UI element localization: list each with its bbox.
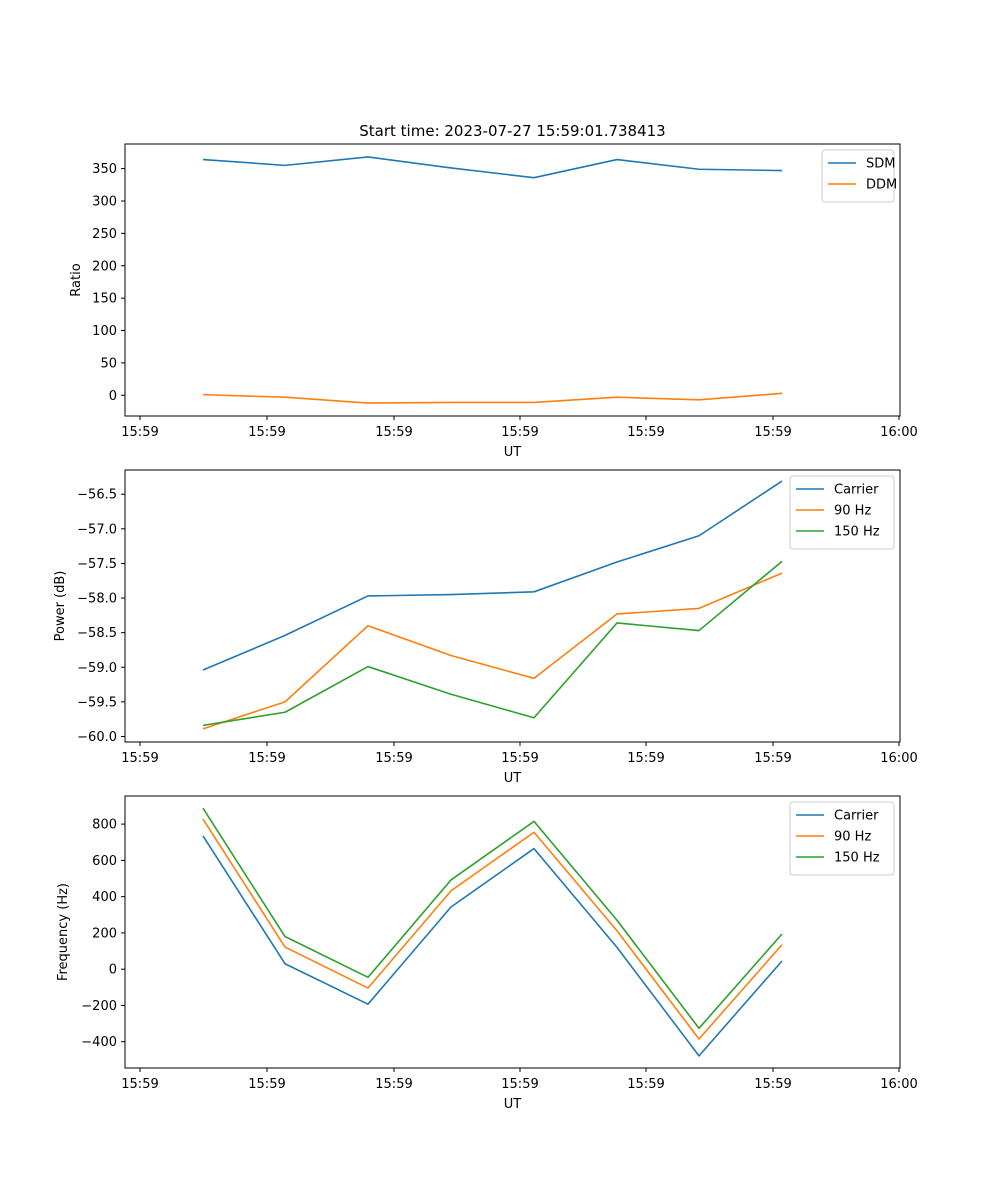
y-tick-label: −58.5: [77, 626, 117, 641]
x-tick-label: 15:59: [248, 425, 285, 440]
x-tick-label: 15:59: [627, 425, 664, 440]
legend-label: 90 Hz: [834, 504, 871, 519]
y-tick-label: −400: [81, 1035, 117, 1050]
y-tick-label: 100: [92, 324, 117, 339]
y-tick-label: 400: [92, 890, 117, 905]
x-tick-label: 15:59: [501, 751, 538, 766]
y-tick-label: 0: [109, 389, 117, 404]
legend-label: 90 Hz: [834, 830, 871, 845]
legend-label: Carrier: [834, 809, 879, 824]
y-tick-label: −57.0: [77, 522, 117, 537]
y-tick-label: 350: [92, 162, 117, 177]
x-tick-label: 16:00: [880, 751, 917, 766]
x-tick-label: 16:00: [880, 425, 917, 440]
y-tick-label: 0: [109, 963, 117, 978]
series-line-150-hz: [202, 560, 783, 727]
y-tick-label: −57.5: [77, 557, 117, 572]
x-tick-label: 15:59: [501, 425, 538, 440]
y-tick-label: −58.0: [77, 592, 117, 607]
legend: SDM DDM: [821, 149, 897, 203]
x-tick-label: 15:59: [121, 751, 158, 766]
y-axis-label: Power (dB): [53, 571, 68, 642]
x-axis-label: UT: [504, 445, 522, 460]
series-line-ddm: [202, 392, 783, 404]
y-tick-label: −60.0: [77, 730, 117, 745]
plot-area: [124, 143, 901, 417]
y-tick-label: 250: [92, 227, 117, 242]
x-tick-label: 15:59: [248, 751, 285, 766]
legend-label: Carrier: [834, 483, 879, 498]
legend-label: DDM: [866, 178, 897, 193]
y-tick-label: 200: [92, 926, 117, 941]
x-tick-label: 15:59: [121, 1077, 158, 1092]
x-axis-label: UT: [504, 771, 522, 786]
y-tick-label: 600: [92, 854, 117, 869]
panel-2: 15:59 15:59 15:59 15:59 15:59 15:59 16:00 UT −56…: [53, 469, 918, 786]
series-line-90-hz: [202, 572, 783, 730]
x-tick-label: 15:59: [501, 1077, 538, 1092]
x-tick-label: 15:59: [121, 425, 158, 440]
y-tick-label: 800: [92, 818, 117, 833]
series-line-sdm: [202, 156, 783, 179]
y-tick-label: −59.0: [77, 661, 117, 676]
x-tick-label: 15:59: [754, 751, 791, 766]
x-tick-label: 15:59: [248, 1077, 285, 1092]
y-axis-label: Frequency (Hz): [56, 883, 71, 981]
x-tick-label: 16:00: [880, 1077, 917, 1092]
series-line-150-hz: [202, 807, 783, 1030]
x-tick-label: 15:59: [627, 751, 664, 766]
y-tick-label: −59.5: [77, 695, 117, 710]
panel-1: 15:59 15:59 15:59 15:59 15:59 15:59 16:00 UT 350…: [69, 143, 918, 460]
series-line-carrier: [202, 835, 783, 1057]
panel-3: 15:59 15:59 15:59 15:59 15:59 15:59 16:00 UT 800…: [56, 795, 918, 1112]
legend-label: 150 Hz: [834, 525, 880, 540]
y-tick-label: 50: [100, 356, 117, 371]
y-tick-label: 200: [92, 259, 117, 274]
legend: Carrier 90 Hz 150 Hz: [789, 475, 895, 550]
x-tick-label: 15:59: [754, 425, 791, 440]
plot-area: [124, 795, 901, 1069]
y-tick-label: −200: [81, 999, 117, 1014]
x-tick-label: 15:59: [754, 1077, 791, 1092]
panels-root: 15:59 15:59 15:59 15:59 15:59 15:59 16:00 UT 350…: [53, 143, 918, 1112]
legend-label: 150 Hz: [834, 851, 880, 866]
x-tick-label: 15:59: [375, 425, 412, 440]
y-tick-label: 150: [92, 292, 117, 307]
y-tick-label: 300: [92, 194, 117, 209]
series-line-carrier: [202, 480, 783, 671]
x-tick-label: 15:59: [375, 1077, 412, 1092]
y-tick-label: −56.5: [77, 488, 117, 503]
x-tick-label: 15:59: [627, 1077, 664, 1092]
legend: Carrier 90 Hz 150 Hz: [789, 801, 895, 876]
series-line-90-hz: [202, 818, 783, 1040]
chart-title: Start time: 2023-07-27 15:59:01.738413: [359, 122, 665, 140]
y-axis-label: Ratio: [69, 263, 84, 296]
x-tick-label: 15:59: [375, 751, 412, 766]
legend-label: SDM: [866, 157, 895, 172]
plot-area: [124, 469, 901, 743]
x-axis-label: UT: [504, 1097, 522, 1112]
